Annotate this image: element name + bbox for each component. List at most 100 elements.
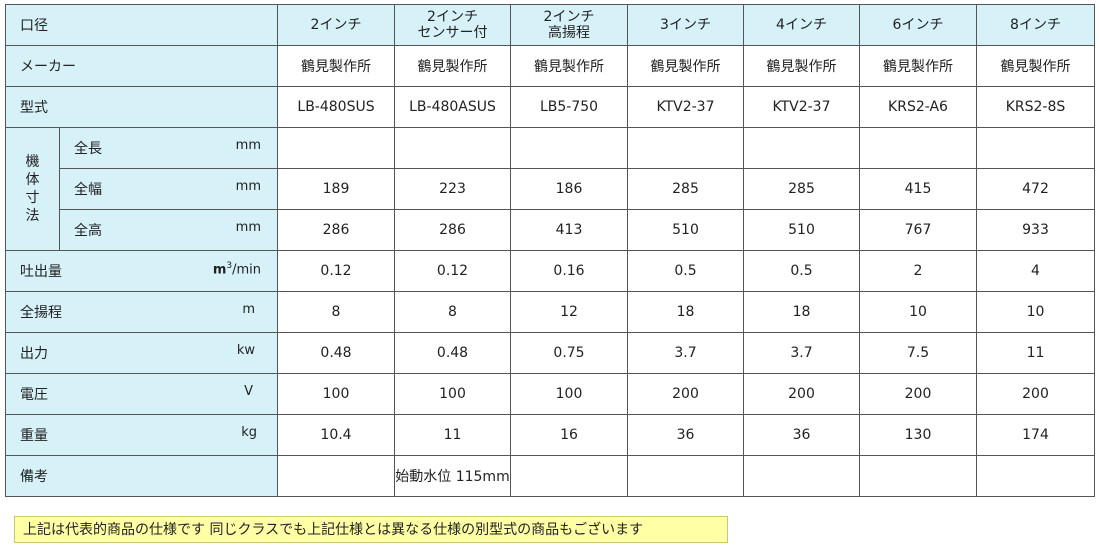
length-cell [510, 127, 628, 169]
voltage-cell: 200 [627, 373, 744, 415]
model-header: 2インチ [277, 4, 395, 46]
head-row: 全揚程 m 8 8 12 18 18 10 10 [5, 291, 1095, 333]
discharge-cell: 0.12 [394, 250, 511, 292]
model-type-row: 型式 LB-480SUS LB-480ASUS LB5-750 KTV2-37 … [5, 86, 1095, 128]
width-cell: 189 [277, 168, 395, 210]
discharge-row: 吐出量 m3/min 0.12 0.12 0.16 0.5 0.5 2 4 [5, 250, 1095, 292]
output-cell: 3.7 [743, 332, 860, 374]
header-label: 口径 [5, 4, 278, 46]
discharge-cell: 0.5 [627, 250, 744, 292]
discharge-cell: 0.16 [510, 250, 628, 292]
weight-unit: kg [241, 425, 257, 440]
voltage-label-cell: 電圧 V [5, 373, 278, 415]
output-cell: 0.48 [277, 332, 395, 374]
length-unit: mm [235, 138, 261, 153]
discharge-cell: 2 [859, 250, 977, 292]
remarks-cell [510, 455, 628, 497]
voltage-cell: 100 [277, 373, 395, 415]
length-label: 全長 [74, 141, 102, 157]
model-header: 3インチ [627, 4, 744, 46]
width-unit: mm [235, 179, 261, 194]
weight-cell: 16 [510, 414, 628, 456]
maker-cell: 鶴見製作所 [743, 45, 860, 87]
head-label-cell: 全揚程 m [5, 291, 278, 333]
length-cell [394, 127, 511, 169]
output-row: 出力 kw 0.48 0.48 0.75 3.7 3.7 7.5 11 [5, 332, 1095, 374]
remarks-cell [976, 455, 1095, 497]
weight-cell: 36 [743, 414, 860, 456]
head-cell: 12 [510, 291, 628, 333]
model-type-cell: KRS2-A6 [859, 86, 977, 128]
width-cell: 472 [976, 168, 1095, 210]
width-cell: 223 [394, 168, 511, 210]
model-header: 8インチ [976, 4, 1095, 46]
maker-cell: 鶴見製作所 [859, 45, 977, 87]
voltage-cell: 200 [743, 373, 860, 415]
head-cell: 10 [976, 291, 1095, 333]
voltage-cell: 200 [859, 373, 977, 415]
height-row: 全高 mm 286 286 413 510 510 767 933 [6, 209, 1095, 251]
width-label: 全幅 [74, 182, 102, 198]
remarks-row: 備考 始動水位 115mm [5, 455, 1095, 497]
model-type-cell: LB-480SUS [277, 86, 395, 128]
header-row: 口径 2インチ 2インチ センサー付 2インチ 高揚程 3インチ 4インチ 6インチ… [5, 4, 1095, 46]
voltage-row: 電圧 V 100 100 100 200 200 200 200 [5, 373, 1095, 415]
model-type-cell: KRS2-8S [976, 86, 1095, 128]
weight-label: 重量 [20, 428, 48, 444]
head-cell: 18 [627, 291, 744, 333]
discharge-cell: 0.12 [277, 250, 395, 292]
footnote-box: 上記は代表的商品の仕様です 同じクラスでも上記仕様とは異なる仕様の別型式の商品も… [14, 516, 728, 543]
head-cell: 8 [277, 291, 395, 333]
height-label: 全高 [74, 223, 102, 239]
remarks-cell [859, 455, 977, 497]
voltage-cell: 100 [394, 373, 511, 415]
remarks-cell: 始動水位 115mm [394, 455, 511, 497]
maker-cell: 鶴見製作所 [277, 45, 395, 87]
length-row: 機体寸法 全長 mm [5, 127, 1095, 251]
weight-cell: 36 [627, 414, 744, 456]
weight-cell: 11 [394, 414, 511, 456]
dimensions-group-label: 機体寸法 [5, 127, 60, 251]
weight-cell: 10.4 [277, 414, 395, 456]
height-cell: 767 [859, 209, 977, 251]
head-label: 全揚程 [20, 305, 62, 321]
model-type-cell: LB5-750 [510, 86, 628, 128]
weight-row: 重量 kg 10.4 11 16 36 36 130 174 [5, 414, 1095, 456]
height-cell: 286 [394, 209, 511, 251]
length-cell [277, 127, 395, 169]
maker-cell: 鶴見製作所 [976, 45, 1095, 87]
remarks-cell [277, 455, 395, 497]
length-cell [859, 127, 977, 169]
output-cell: 3.7 [627, 332, 744, 374]
weight-cell: 130 [859, 414, 977, 456]
model-type-label: 型式 [5, 86, 278, 128]
height-cell: 510 [743, 209, 860, 251]
height-cell: 286 [277, 209, 395, 251]
length-cell [627, 127, 744, 169]
width-cell: 186 [510, 168, 628, 210]
discharge-label-cell: 吐出量 m3/min [5, 250, 278, 292]
output-cell: 11 [976, 332, 1095, 374]
width-cell: 285 [627, 168, 744, 210]
output-cell: 0.48 [394, 332, 511, 374]
height-label-cell: 全高 mm [59, 209, 278, 251]
voltage-cell: 200 [976, 373, 1095, 415]
model-header: 2インチ センサー付 [394, 4, 511, 46]
remarks-label: 備考 [5, 455, 278, 497]
height-cell: 933 [976, 209, 1095, 251]
model-header: 2インチ 高揚程 [510, 4, 628, 46]
output-label: 出力 [20, 346, 48, 362]
width-label-cell: 全幅 mm [59, 168, 278, 210]
height-cell: 413 [510, 209, 628, 251]
output-cell: 7.5 [859, 332, 977, 374]
output-cell: 0.75 [510, 332, 628, 374]
discharge-unit: m3/min [212, 261, 261, 278]
output-label-cell: 出力 kw [5, 332, 278, 374]
width-row: 全幅 mm 189 223 186 285 285 415 472 [6, 168, 1095, 210]
height-unit: mm [235, 220, 261, 235]
model-type-cell: KTV2-37 [627, 86, 744, 128]
model-type-cell: LB-480ASUS [394, 86, 511, 128]
model-header: 4インチ [743, 4, 860, 46]
weight-cell: 174 [976, 414, 1095, 456]
length-cell [976, 127, 1095, 169]
